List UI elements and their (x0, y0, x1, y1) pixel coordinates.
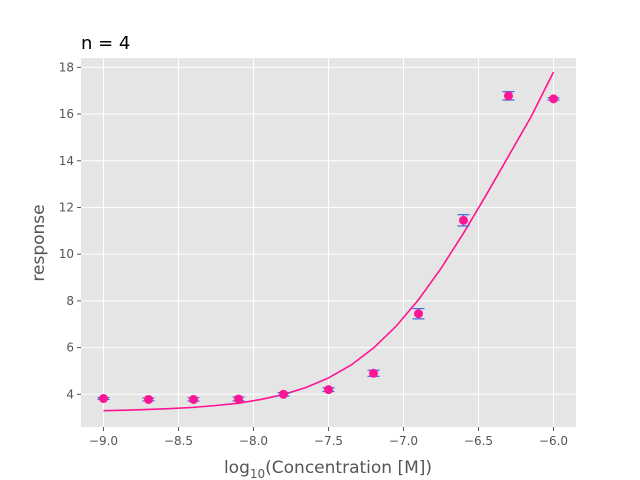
y-tick-label: 16 (59, 107, 74, 121)
data-point (459, 215, 468, 225)
grid (81, 58, 576, 427)
fit-curve (103, 71, 555, 412)
x-tick-label: −7.0 (389, 434, 418, 448)
x-axis-label-subscript: 10 (250, 467, 265, 480)
x-tick-label: −8.0 (239, 434, 268, 448)
data-point (414, 309, 423, 319)
y-axis-label: response (29, 204, 49, 281)
y-tick-label: 10 (59, 247, 74, 261)
y-tick-label: 6 (66, 341, 74, 355)
y-ticks: 4 6 8 10 12 14 16 18 (59, 60, 81, 401)
x-tick-label: −8.5 (164, 434, 193, 448)
x-axis-label-suffix: (Concentration [M]) (265, 458, 432, 478)
x-ticks: −9.0 −8.5 −8.0 −7.5 −7.0 −6.5 −6.0 (89, 427, 568, 448)
data-point (99, 394, 108, 404)
x-axis-label-prefix: log (224, 458, 250, 478)
chart-title: n = 4 (81, 33, 130, 54)
data-point (279, 389, 288, 399)
y-tick-label: 12 (59, 200, 74, 214)
points (99, 91, 558, 404)
data-point (504, 91, 513, 101)
y-tick-label: 18 (59, 60, 74, 74)
data-point (144, 394, 153, 404)
fit-layer (103, 71, 555, 412)
y-tick-label: 14 (59, 154, 74, 168)
data-point (324, 385, 333, 395)
data-point (369, 368, 378, 378)
x-tick-label: −7.5 (314, 434, 343, 448)
data-point (549, 94, 558, 104)
x-axis-label: log10(Concentration [M]) (224, 458, 432, 480)
y-tick-label: 8 (66, 294, 74, 308)
x-tick-label: −6.5 (464, 434, 493, 448)
x-tick-label: −9.0 (89, 434, 118, 448)
x-tick-label: −6.0 (539, 434, 568, 448)
data-point (189, 394, 198, 404)
y-tick-label: 4 (66, 387, 74, 401)
data-point (234, 394, 243, 404)
